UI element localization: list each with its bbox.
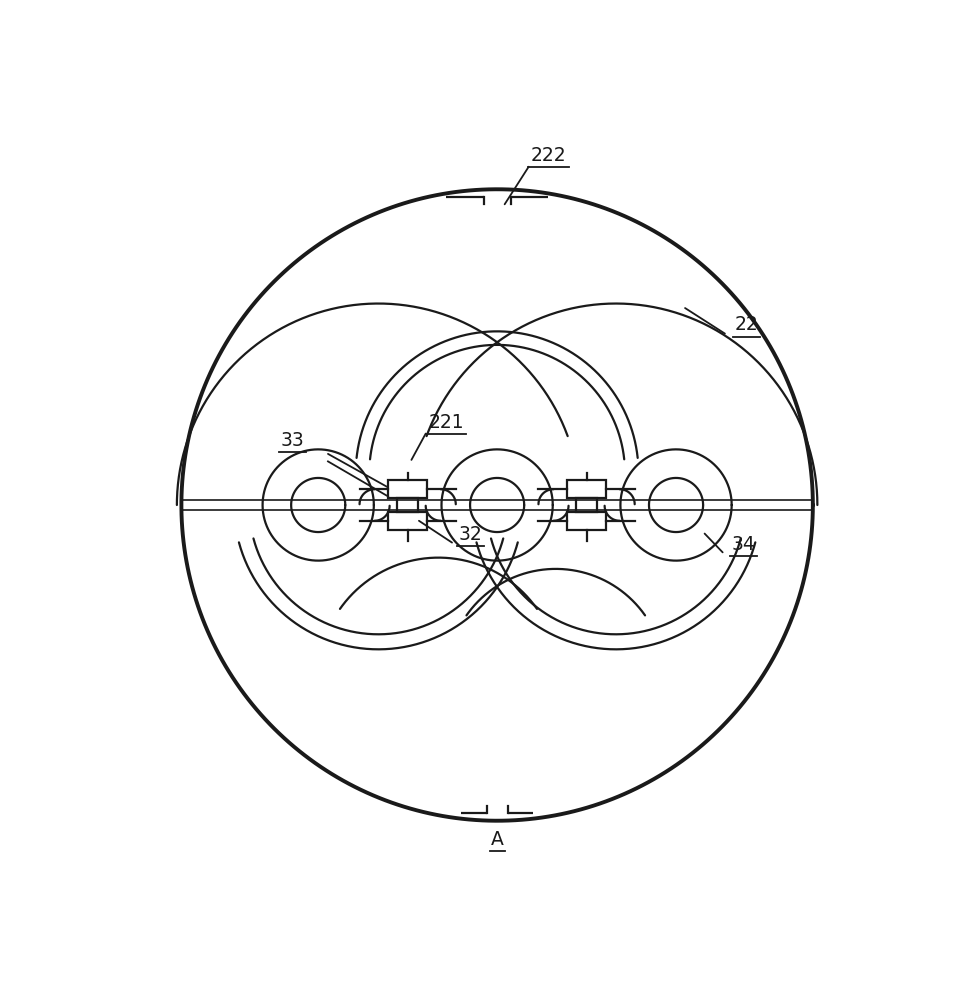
Bar: [388, 512, 426, 530]
Text: 32: 32: [458, 525, 483, 544]
Text: 222: 222: [530, 146, 566, 165]
Bar: [567, 480, 606, 498]
Text: 22: 22: [735, 315, 758, 334]
Text: A: A: [490, 830, 503, 849]
Text: 221: 221: [427, 413, 463, 432]
Bar: [396, 498, 418, 512]
Bar: [388, 480, 426, 498]
Text: 33: 33: [280, 431, 304, 450]
Bar: [576, 498, 597, 512]
Text: 34: 34: [731, 535, 755, 554]
Bar: [567, 512, 606, 530]
